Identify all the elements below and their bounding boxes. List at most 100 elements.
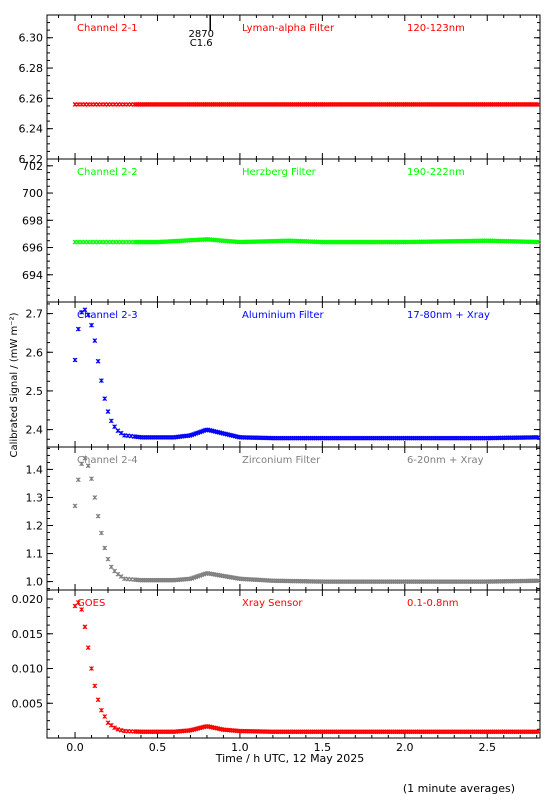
channel-label: Channel 2-4 <box>77 455 138 466</box>
data-series <box>72 455 541 584</box>
x-tick-label: 1.5 <box>314 741 332 754</box>
y-tick-label: 0.005 <box>12 697 44 710</box>
panel-frame <box>46 301 541 448</box>
y-tick-label: 696 <box>22 242 43 255</box>
filter-label: Lyman-alpha Filter <box>242 23 335 34</box>
band-label: 6-20nm + Xray <box>407 455 484 466</box>
data-point <box>75 326 81 332</box>
y-tick-label: 6.26 <box>19 92 44 105</box>
x-tick-label: 1.0 <box>231 741 249 754</box>
data-point <box>112 424 117 430</box>
y-tick-label: 702 <box>22 160 43 173</box>
y-tick-label: 0.010 <box>12 663 44 676</box>
filter-label: Zirconium Filter <box>242 455 321 466</box>
data-point <box>118 574 124 579</box>
data-point <box>89 666 94 671</box>
data-point <box>79 607 85 612</box>
y-tick-label: 6.28 <box>19 62 44 75</box>
band-label: 0.1-0.8nm <box>407 598 459 609</box>
data-point <box>85 645 91 651</box>
data-point <box>102 545 108 551</box>
y-tick-label: 1.4 <box>26 463 44 476</box>
panel-5: 0.005 0.010 0.015 0.020 GOES Xray Sensor 0.1-0… <box>12 589 541 754</box>
data-point <box>92 683 98 689</box>
data-point <box>92 495 98 500</box>
channel-label: GOES <box>77 598 105 609</box>
data-point <box>115 428 121 434</box>
data-point <box>115 571 121 577</box>
flare-marker-label: C1.6 <box>190 38 213 49</box>
data-point <box>92 338 98 344</box>
y-tick-label: 2.6 <box>26 346 44 359</box>
x-tick-label: 2.0 <box>396 741 414 754</box>
y-tick-label: 694 <box>22 269 43 282</box>
x-axis-label: Time / h UTC, 12 May 2025 <box>215 752 365 765</box>
data-point <box>108 564 114 570</box>
data-point <box>105 720 111 726</box>
y-tick-label: 6.30 <box>19 32 44 45</box>
x-tick-label: 2.5 <box>478 741 496 754</box>
y-tick-label: 1.0 <box>26 576 44 589</box>
y-tick-label: 1.3 <box>26 491 44 504</box>
flare-marker-label: 2870 <box>189 29 214 40</box>
panel-frame <box>46 14 541 160</box>
data-point <box>102 714 108 719</box>
data-point <box>85 463 91 469</box>
filter-label: Aluminium Filter <box>242 310 325 321</box>
data-point <box>105 556 111 562</box>
y-tick-label: 2.4 <box>26 424 44 437</box>
data-point <box>95 513 101 519</box>
panel-frame <box>46 158 541 303</box>
band-label: 190-222nm <box>407 167 465 178</box>
data-point <box>75 477 81 483</box>
channel-label: Channel 2-1 <box>77 23 138 34</box>
filter-label: Xray Sensor <box>242 598 303 609</box>
data-point <box>108 418 114 424</box>
y-tick-label: 700 <box>22 187 43 200</box>
data-point <box>95 697 101 703</box>
averaging-note: (1 minute averages) <box>403 782 515 795</box>
data-point <box>72 357 78 363</box>
data-point <box>79 461 85 467</box>
y-tick-label: 1.1 <box>26 548 44 561</box>
panel-frame <box>46 589 541 739</box>
x-tick-label: 0.0 <box>66 741 84 754</box>
data-point <box>535 434 541 440</box>
data-point <box>112 725 117 731</box>
data-point <box>89 322 94 328</box>
data-series <box>72 237 541 245</box>
y-tick-label: 1.2 <box>26 520 44 533</box>
panel-3: 2.4 2.5 2.6 2.7 Channel 2-3 Aluminium Filter 1… <box>26 301 541 448</box>
data-point <box>105 409 111 414</box>
data-point <box>535 102 541 107</box>
y-tick-label: 2.5 <box>26 385 44 398</box>
data-point <box>95 358 101 364</box>
data-point <box>108 722 114 728</box>
data-point <box>535 729 541 735</box>
data-point <box>85 312 91 318</box>
data-point <box>535 239 541 245</box>
x-tick-label: 0.5 <box>149 741 167 754</box>
panel-frame <box>46 446 541 591</box>
panel-2: 694 696 698 700 702 Channel 2-2 Herzberg Filte… <box>22 158 541 303</box>
data-point <box>75 600 81 605</box>
data-point <box>118 727 124 733</box>
data-point <box>82 624 88 630</box>
data-series <box>72 102 541 107</box>
panel-4: 1.0 1.1 1.2 1.3 1.4 Channel 2-4 Zirconium Filt… <box>26 446 541 591</box>
data-point <box>102 396 108 402</box>
data-series <box>72 307 541 441</box>
y-axis-label: Calibrated Signal / (mW m⁻²) <box>9 312 20 457</box>
data-point <box>82 307 88 313</box>
data-point <box>99 707 104 713</box>
filter-label: Herzberg Filter <box>242 167 317 178</box>
y-tick-label: 0.015 <box>12 628 44 641</box>
panel-stack: 6.22 6.24 6.26 6.28 6.30 Channel 2-1 Lyman-alp… <box>12 14 541 754</box>
panel-1: 6.22 6.24 6.26 6.28 6.30 Channel 2-1 Lyman-alp… <box>19 14 541 166</box>
band-label: 17-80nm + Xray <box>407 310 490 321</box>
data-point <box>82 455 88 461</box>
channel-label: Channel 2-3 <box>77 310 138 321</box>
data-series <box>72 600 541 735</box>
channel-label: Channel 2-2 <box>77 167 138 178</box>
